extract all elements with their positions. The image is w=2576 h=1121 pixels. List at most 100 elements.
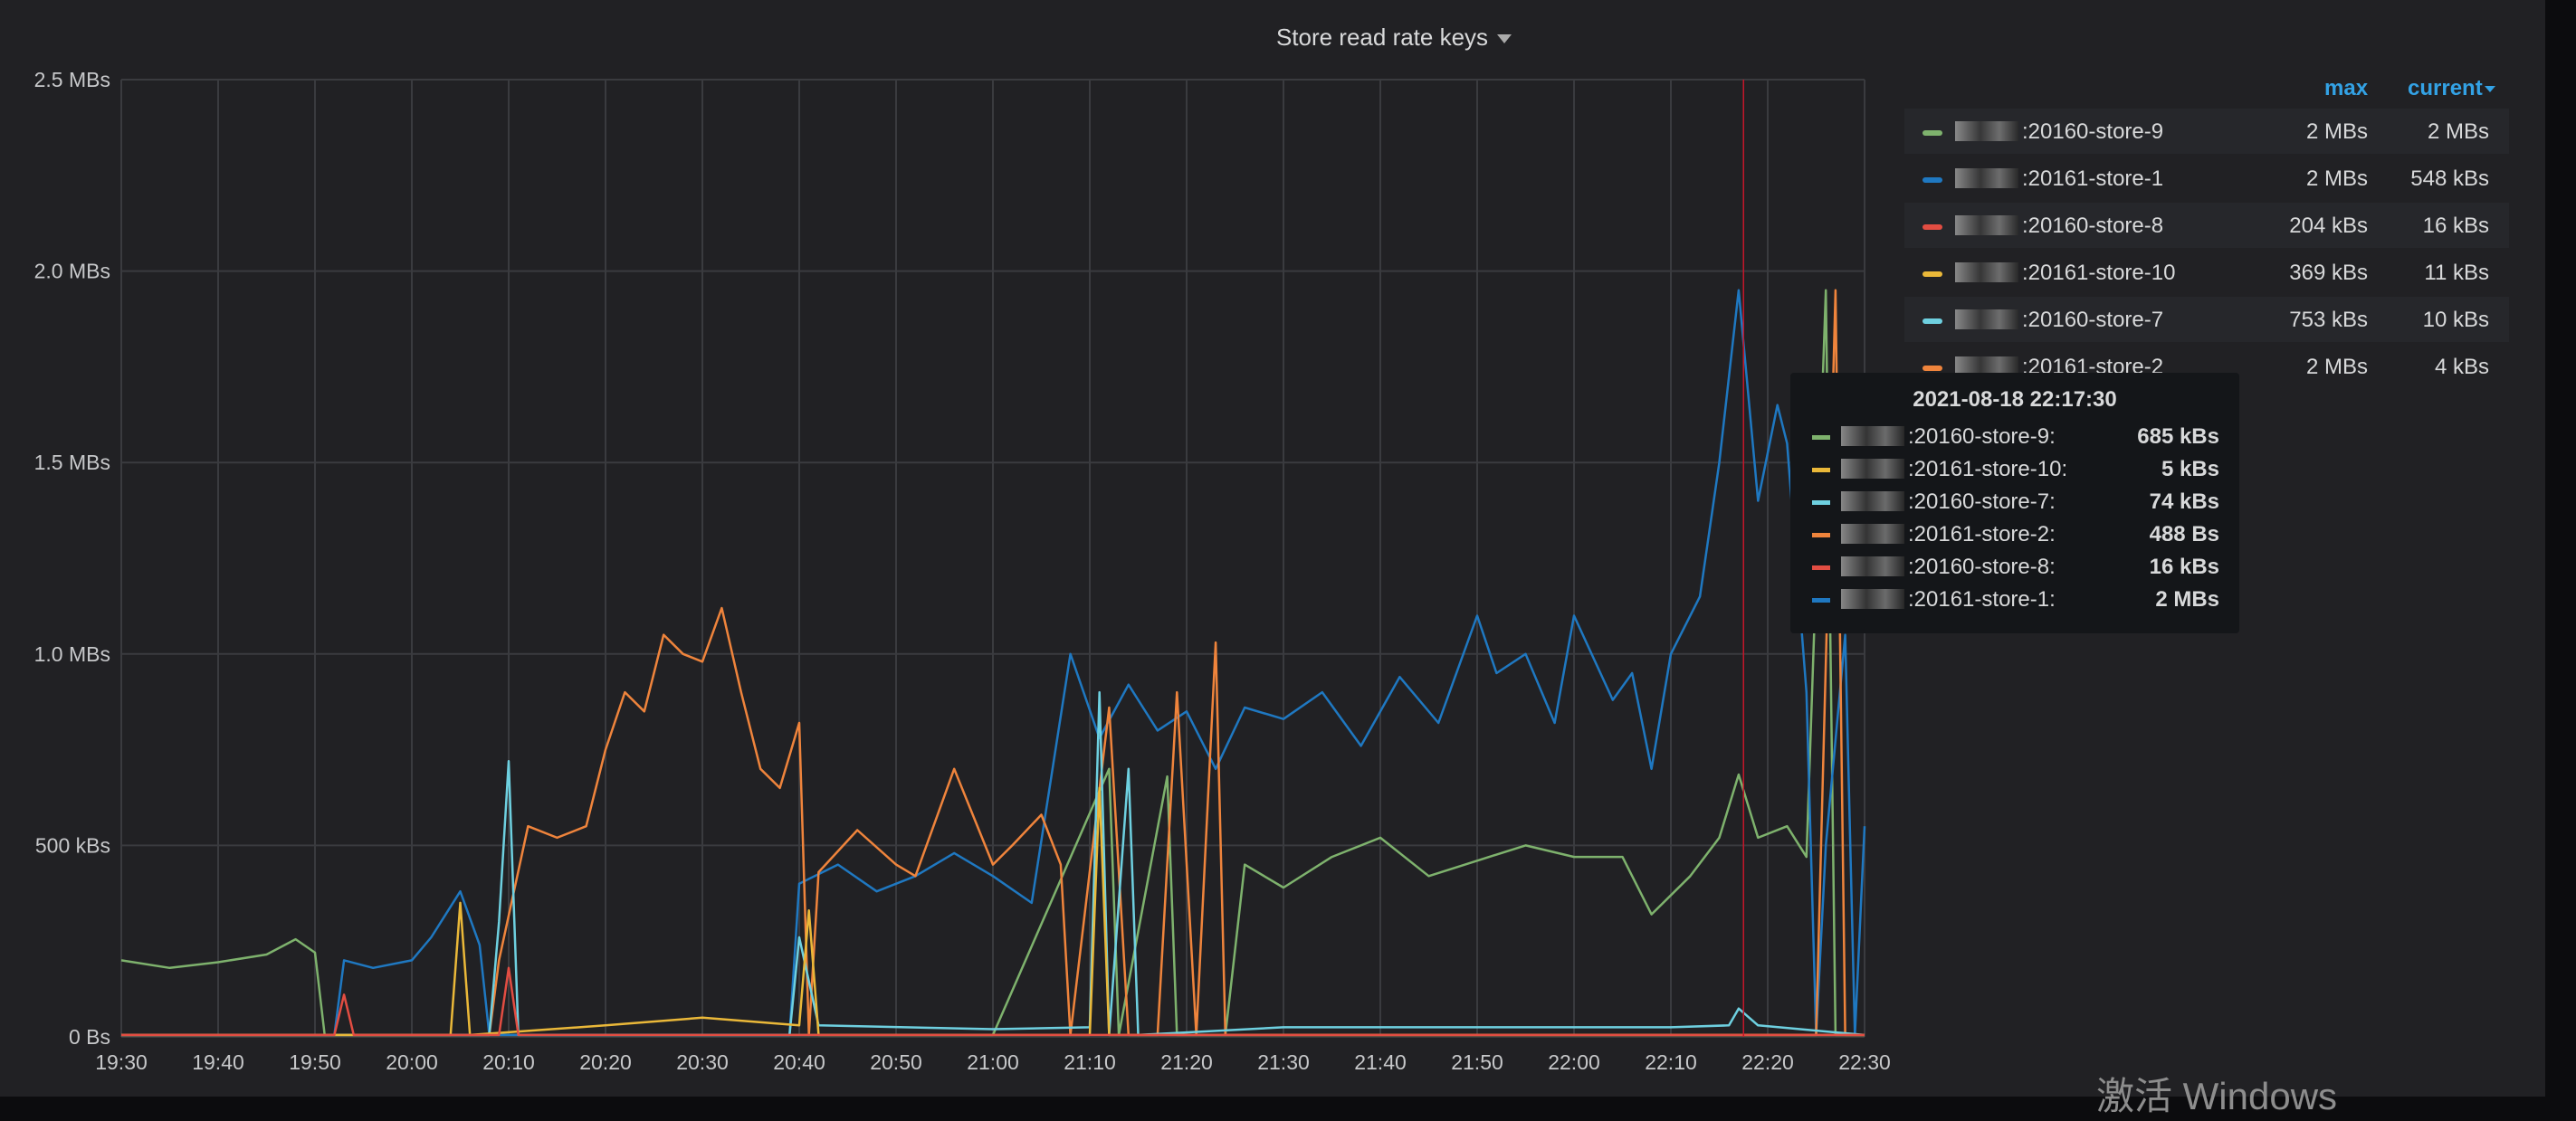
redacted-ip <box>1841 459 1904 479</box>
series-line <box>121 786 1865 1037</box>
tooltip-row: :20161-store-2: 488 Bs <box>1812 519 2219 552</box>
y-tick-label: 2.0 MBs <box>34 260 110 283</box>
legend-max-value: 753 kBs <box>2289 308 2368 332</box>
series-color-swatch[interactable] <box>1922 177 1942 183</box>
x-tick-label: 22:30 <box>1838 1050 1891 1074</box>
x-tick-label: 20:00 <box>386 1050 438 1074</box>
legend-current-value: 10 kBs <box>2422 308 2489 332</box>
tooltip-row: :20160-store-9: 685 kBs <box>1812 422 2219 454</box>
panel-title[interactable]: Store read rate keys <box>0 24 2576 52</box>
series-color-swatch <box>1812 435 1830 440</box>
y-tick-label: 500 kBs <box>35 833 110 857</box>
legend-current-value: 2 MBs <box>2427 119 2489 144</box>
x-tick-label: 21:30 <box>1257 1050 1310 1074</box>
legend-max-value: 2 MBs <box>2305 355 2368 379</box>
redacted-ip <box>1955 262 2018 282</box>
y-tick-label: 2.5 MBs <box>34 68 110 91</box>
redacted-ip <box>1955 356 2018 376</box>
legend-row[interactable]: :20160-store-8 204 kBs 16 kBs <box>1904 203 2509 248</box>
redacted-ip <box>1841 426 1904 446</box>
series-color-swatch <box>1812 565 1830 570</box>
legend-row[interactable]: :20160-store-7 753 kBs 10 kBs <box>1904 297 2509 342</box>
series-line <box>120 289 1865 1037</box>
legend-header-max[interactable]: max <box>2324 76 2369 100</box>
tooltip-timestamp: 2021-08-18 22:17:30 <box>1913 387 2117 412</box>
legend-series-name[interactable]: :20161-store-10 <box>1955 261 2175 286</box>
x-tick-label: 22:20 <box>1741 1050 1794 1074</box>
legend-row[interactable]: :20161-store-10 369 kBs 11 kBs <box>1904 250 2509 295</box>
legend-max-value: 2 MBs <box>2305 119 2368 144</box>
series-color-swatch[interactable] <box>1922 318 1942 324</box>
x-tick-label: 20:20 <box>579 1050 632 1074</box>
x-tick-label: 22:10 <box>1645 1050 1697 1074</box>
series-color-swatch <box>1812 533 1830 537</box>
sort-down-icon[interactable] <box>2484 86 2495 93</box>
graph-panel: Store read rate keys 0 Bs 500 kBs 1.0 MBs 1… <box>0 0 2545 1097</box>
legend-max-value: 204 kBs <box>2289 214 2368 238</box>
redacted-ip <box>1841 491 1904 511</box>
panel-title-text[interactable]: Store read rate keys <box>1275 24 1489 51</box>
line-chart: 0 Bs 500 kBs 1.0 MBs 1.5 MBs 2.0 MBs 2.5 MBs 1… <box>34 68 1891 1074</box>
x-tick-label: 20:50 <box>870 1050 922 1074</box>
x-tick-label: 21:40 <box>1354 1050 1407 1074</box>
legend-series-name[interactable]: :20160-store-8 <box>1955 214 2163 239</box>
series-color-swatch[interactable] <box>1922 366 1942 371</box>
legend-current-value: 548 kBs <box>2410 166 2489 191</box>
legend-header-current-label[interactable]: current <box>2408 76 2483 100</box>
x-tick-label: 21:00 <box>967 1050 1019 1074</box>
tooltip-series-name: :20160-store-7: <box>1841 489 2056 515</box>
series-color-swatch <box>1812 500 1830 505</box>
tooltip-row: :20160-store-8: 16 kBs <box>1812 552 2219 584</box>
tooltip-value: 2 MBs <box>2155 587 2219 612</box>
legend-header-current[interactable]: current <box>2408 76 2495 101</box>
legend-series-name[interactable]: :20160-store-9 <box>1955 119 2163 145</box>
x-tick-label: 20:40 <box>773 1050 825 1074</box>
x-tick-label: 20:30 <box>676 1050 729 1074</box>
series-line <box>121 690 1865 1037</box>
x-tick-label: 21:10 <box>1064 1050 1116 1074</box>
x-tick-label: 21:20 <box>1160 1050 1213 1074</box>
tooltip-series-name: :20161-store-1: <box>1841 587 2056 613</box>
tooltip-series-name: :20160-store-9: <box>1841 424 2056 450</box>
tooltip-series-name: :20161-store-10: <box>1841 457 2067 482</box>
legend-max-value: 369 kBs <box>2289 261 2368 285</box>
x-tick-label: 21:50 <box>1451 1050 1503 1074</box>
hover-tooltip: 2021-08-18 22:17:30 :20160-store-9: 685 … <box>1790 373 2239 633</box>
y-tick-label: 1.5 MBs <box>34 451 110 474</box>
redacted-ip <box>1955 168 2018 188</box>
series-color-swatch[interactable] <box>1922 224 1942 230</box>
legend-row[interactable]: :20160-store-9 2 MBs 2 MBs <box>1904 109 2509 154</box>
series-color-swatch <box>1812 598 1830 603</box>
tooltip-row: :20161-store-10: 5 kBs <box>1812 454 2219 487</box>
series-line <box>121 966 1865 1037</box>
tooltip-series-name: :20161-store-2: <box>1841 522 2056 547</box>
y-tick-label: 1.0 MBs <box>34 642 110 666</box>
tooltip-value: 16 kBs <box>2149 555 2219 579</box>
legend-series-name[interactable]: :20160-store-7 <box>1955 308 2163 333</box>
tooltip-value: 5 kBs <box>2161 457 2219 481</box>
tooltip-series-name: :20160-store-8: <box>1841 555 2056 580</box>
caret-down-icon[interactable] <box>1497 34 1512 44</box>
series-color-swatch <box>1812 468 1830 472</box>
x-tick-label: 19:40 <box>192 1050 244 1074</box>
redacted-ip <box>1955 121 2018 141</box>
legend-series-name[interactable]: :20161-store-1 <box>1955 166 2163 192</box>
x-tick-label: 22:00 <box>1548 1050 1600 1074</box>
legend-current-value: 11 kBs <box>2424 261 2489 285</box>
legend-max-value: 2 MBs <box>2305 166 2368 191</box>
tooltip-value: 685 kBs <box>2137 424 2219 449</box>
legend-row[interactable]: :20161-store-1 2 MBs 548 kBs <box>1904 156 2509 201</box>
tooltip-value: 488 Bs <box>2149 522 2219 546</box>
legend-current-value: 4 kBs <box>2434 355 2489 379</box>
redacted-ip <box>1841 556 1904 576</box>
y-tick-label: 0 Bs <box>69 1025 110 1049</box>
series-color-swatch[interactable] <box>1922 271 1942 277</box>
tooltip-row: :20160-store-7: 74 kBs <box>1812 487 2219 519</box>
legend-current-value: 16 kBs <box>2422 214 2489 238</box>
redacted-ip <box>1841 524 1904 544</box>
series-line <box>121 289 1865 1037</box>
tooltip-row: :20161-store-1: 2 MBs <box>1812 584 2219 617</box>
redacted-ip <box>1955 215 2018 235</box>
tooltip-value: 74 kBs <box>2149 489 2219 514</box>
series-color-swatch[interactable] <box>1922 130 1942 136</box>
